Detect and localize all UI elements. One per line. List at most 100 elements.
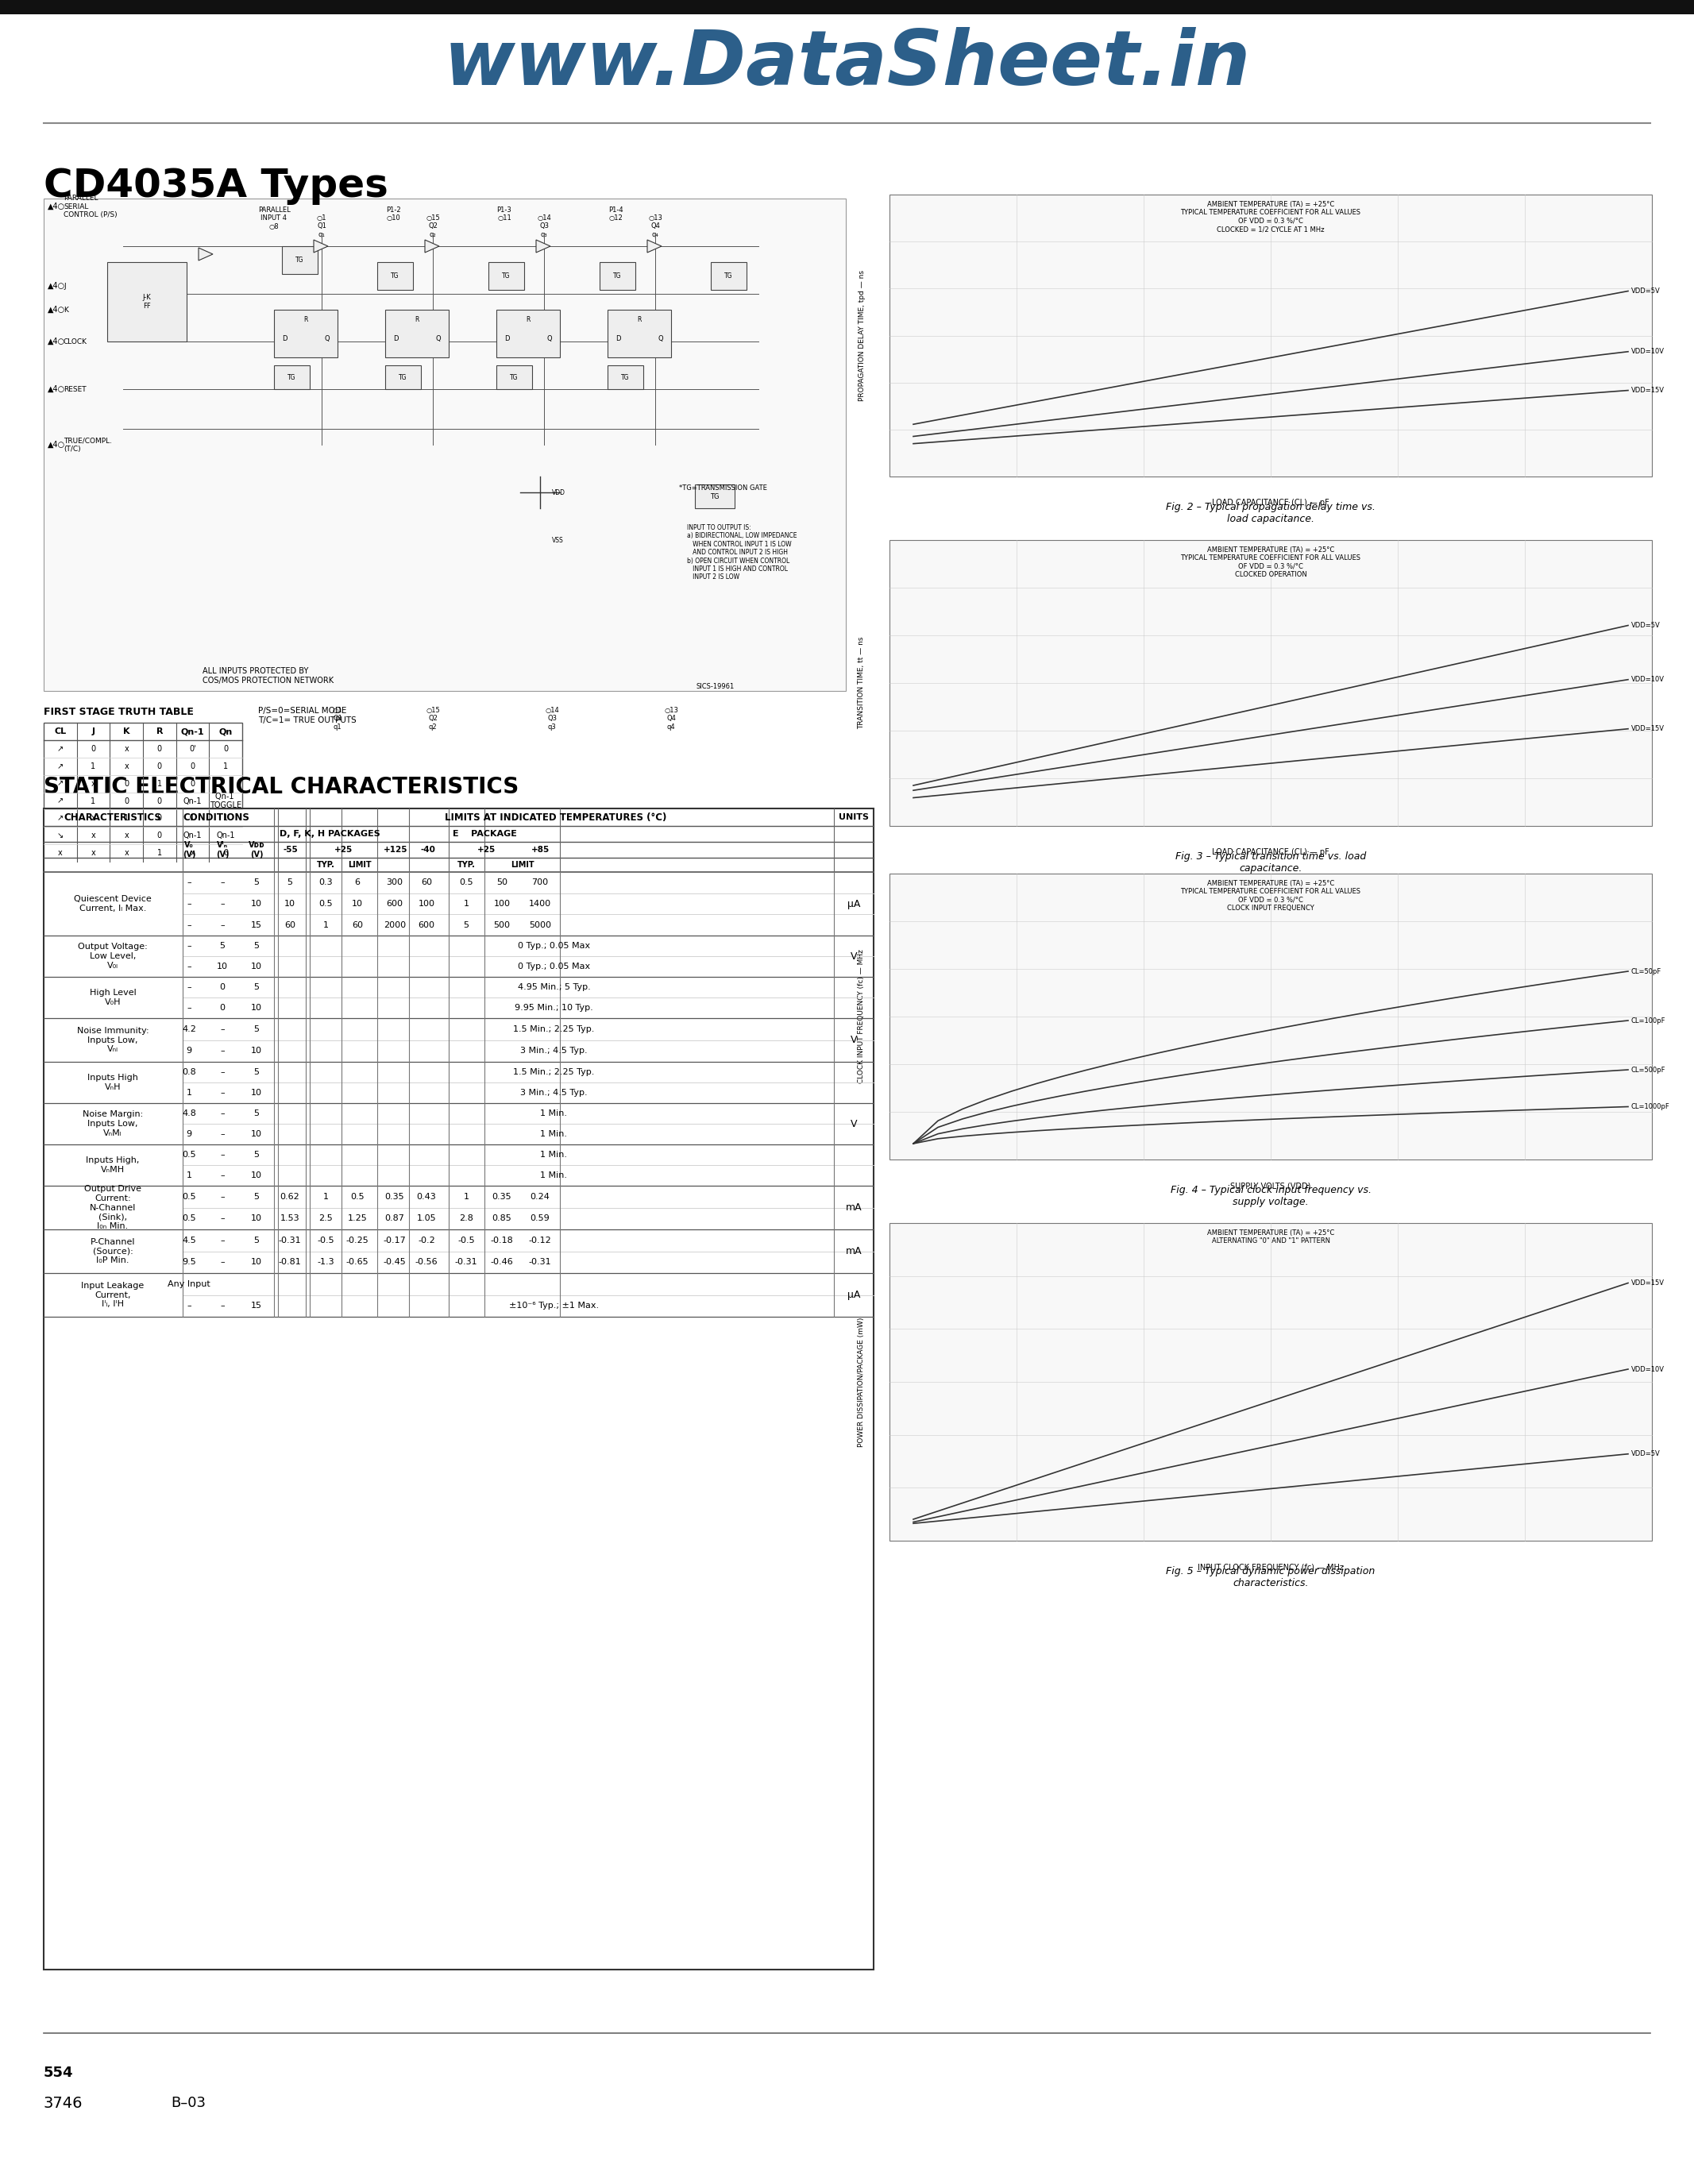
Text: 1: 1: [224, 815, 229, 821]
Text: 1 Min.: 1 Min.: [540, 1129, 567, 1138]
Text: TG: TG: [622, 373, 630, 380]
Text: Noise Immunity:
Inputs Low,
Vₙₗ: Noise Immunity: Inputs Low, Vₙₗ: [76, 1026, 149, 1053]
Text: 0: 0: [224, 745, 229, 753]
Text: –: –: [220, 900, 225, 909]
Text: INPUT CLOCK FREQUENCY (fc) — MHz: INPUT CLOCK FREQUENCY (fc) — MHz: [1198, 1564, 1343, 1570]
Text: –: –: [220, 1129, 225, 1138]
Polygon shape: [647, 240, 662, 253]
Text: μA: μA: [847, 898, 861, 909]
Bar: [889, 539, 1652, 826]
Text: –: –: [220, 1302, 225, 1310]
Text: Qn-1: Qn-1: [217, 832, 235, 839]
Text: 1.5 Min.; 2.25 Typ.: 1.5 Min.; 2.25 Typ.: [513, 1024, 595, 1033]
Text: TG: TG: [288, 373, 296, 380]
Text: 100: 100: [493, 900, 510, 909]
Text: 0.3: 0.3: [318, 878, 332, 887]
Text: Qn-1: Qn-1: [183, 832, 202, 839]
Text: TG: TG: [613, 273, 622, 280]
Text: -0.2: -0.2: [418, 1236, 435, 1245]
Text: –: –: [220, 1192, 225, 1201]
Text: –: –: [186, 1005, 191, 1011]
Text: TG: TG: [398, 373, 407, 380]
Text: AMBIENT TEMPERATURE (TA) = +25°C
ALTERNATING "0" AND "1" PATTERN: AMBIENT TEMPERATURE (TA) = +25°C ALTERNA…: [1208, 1230, 1335, 1245]
Text: SICS-19961: SICS-19961: [696, 684, 735, 690]
Text: K: K: [64, 306, 68, 312]
Text: 4.5: 4.5: [181, 1236, 197, 1245]
Text: 0.5: 0.5: [181, 1214, 197, 1223]
Text: R: R: [303, 317, 308, 323]
Text: 5: 5: [254, 983, 259, 992]
Text: –: –: [186, 878, 191, 887]
Text: CL=50pF: CL=50pF: [1631, 968, 1662, 974]
Text: 9.95 Min.; 10 Typ.: 9.95 Min.; 10 Typ.: [515, 1005, 593, 1011]
Text: AMBIENT TEMPERATURE (TA) = +25°C
TYPICAL TEMPERATURE COEFFICIENT FOR ALL VALUES
: AMBIENT TEMPERATURE (TA) = +25°C TYPICAL…: [1181, 201, 1360, 234]
Text: D: D: [505, 334, 510, 343]
Text: *TG=TRANSMISSION GATE: *TG=TRANSMISSION GATE: [679, 485, 767, 491]
Text: TRUE/COMPL.
(T/C): TRUE/COMPL. (T/C): [64, 437, 112, 452]
Text: E    PACKAGE: E PACKAGE: [452, 830, 517, 839]
Text: VDD=15V: VDD=15V: [1631, 1280, 1665, 1286]
Text: x: x: [91, 815, 95, 821]
Text: 5: 5: [286, 878, 293, 887]
Text: 10: 10: [251, 1005, 263, 1011]
Text: LOAD CAPACITANCE (CL) — pF: LOAD CAPACITANCE (CL) — pF: [1211, 498, 1330, 507]
Bar: [281, 247, 318, 273]
Text: TG: TG: [710, 494, 720, 500]
Bar: [274, 310, 337, 358]
Text: 100: 100: [418, 900, 435, 909]
Text: P-Channel
(Source):
I₀P Min.: P-Channel (Source): I₀P Min.: [90, 1238, 136, 1265]
Text: 1: 1: [464, 900, 469, 909]
Text: D: D: [393, 334, 398, 343]
Text: 0 Typ.; 0.05 Max: 0 Typ.; 0.05 Max: [518, 941, 590, 950]
Text: 3 Min.; 4.5 Typ.: 3 Min.; 4.5 Typ.: [520, 1090, 588, 1096]
Text: CLOCK INPUT FREQUENCY (fc) — MHz: CLOCK INPUT FREQUENCY (fc) — MHz: [859, 950, 866, 1083]
Text: 1.5 Min.; 2.25 Typ.: 1.5 Min.; 2.25 Typ.: [513, 1068, 595, 1077]
Text: 6: 6: [354, 878, 361, 887]
Text: PROPAGATION DELAY TIME, tpd — ns: PROPAGATION DELAY TIME, tpd — ns: [859, 271, 866, 402]
Text: AMBIENT TEMPERATURE (TA) = +25°C
TYPICAL TEMPERATURE COEFFICIENT FOR ALL VALUES
: AMBIENT TEMPERATURE (TA) = +25°C TYPICAL…: [1181, 546, 1360, 579]
Text: 1: 1: [224, 762, 229, 771]
Text: Output Drive
Current:
N-Channel
(Sink),
I₀ₙ Min.: Output Drive Current: N-Channel (Sink), …: [85, 1186, 141, 1230]
Text: -0.5: -0.5: [457, 1236, 474, 1245]
Text: VDD=5V: VDD=5V: [1631, 622, 1660, 629]
Text: -0.31: -0.31: [454, 1258, 478, 1267]
Text: 60: 60: [285, 922, 295, 928]
Text: 3746: 3746: [44, 2094, 83, 2110]
Text: PARALLEL
SERIAL
CONTROL (P/S): PARALLEL SERIAL CONTROL (P/S): [64, 194, 117, 218]
Text: B–03: B–03: [171, 2097, 205, 2110]
Text: CLOCK: CLOCK: [64, 339, 88, 345]
Text: 10: 10: [251, 963, 263, 970]
Text: -40: -40: [420, 845, 435, 854]
Text: 1.05: 1.05: [417, 1214, 437, 1223]
Text: TYP.: TYP.: [317, 860, 335, 869]
Text: -1.3: -1.3: [317, 1258, 334, 1267]
Text: 10: 10: [251, 1214, 263, 1223]
Text: J: J: [91, 727, 95, 736]
Text: Fig. 2 – Typical propagation delay time vs.
load capacitance.: Fig. 2 – Typical propagation delay time …: [1165, 502, 1376, 524]
Bar: [496, 310, 561, 358]
Text: STATIC ELECTRICAL CHARACTERISTICS: STATIC ELECTRICAL CHARACTERISTICS: [44, 775, 518, 797]
Text: 0 Typ.; 0.05 Max: 0 Typ.; 0.05 Max: [518, 963, 590, 970]
Text: 1: 1: [190, 815, 195, 821]
Text: 0: 0: [158, 815, 163, 821]
Text: Q: Q: [657, 334, 662, 343]
Text: x: x: [91, 832, 95, 839]
Polygon shape: [198, 247, 213, 260]
Text: –: –: [220, 1090, 225, 1096]
Text: ↗: ↗: [58, 797, 63, 806]
Text: -0.45: -0.45: [383, 1258, 407, 1267]
Text: 9.5: 9.5: [181, 1258, 197, 1267]
Text: www.DataSheet.in: www.DataSheet.in: [444, 26, 1250, 100]
Text: 5: 5: [254, 878, 259, 887]
Text: R: R: [637, 317, 642, 323]
Polygon shape: [535, 240, 551, 253]
Text: TYP.: TYP.: [457, 860, 476, 869]
Text: x: x: [91, 850, 95, 856]
Text: UNITS: UNITS: [839, 812, 869, 821]
Text: Qn-1: Qn-1: [183, 797, 202, 806]
Text: -0.65: -0.65: [346, 1258, 369, 1267]
Text: ▲4○: ▲4○: [47, 384, 66, 393]
Text: 0.35: 0.35: [385, 1192, 405, 1201]
Text: 1: 1: [186, 1171, 191, 1179]
Text: LOAD CAPACITANCE (CL) — pF: LOAD CAPACITANCE (CL) — pF: [1211, 847, 1330, 856]
